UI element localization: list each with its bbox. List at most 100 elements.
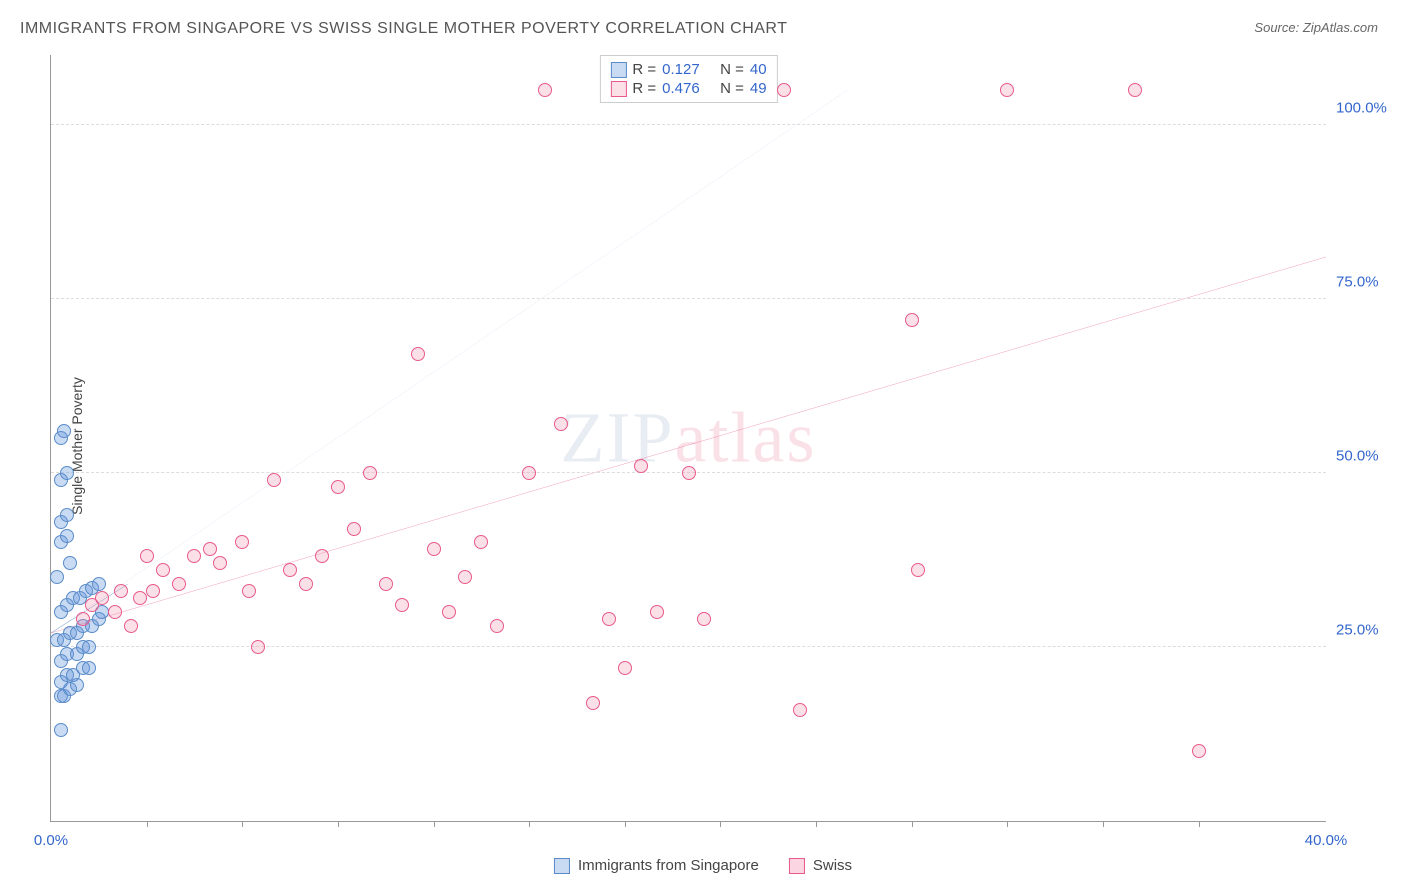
legend-row: R =0.127N =40	[610, 60, 766, 79]
data-point	[1000, 83, 1014, 97]
x-tick	[1007, 821, 1008, 827]
data-point	[133, 591, 147, 605]
watermark-atlas: atlas	[675, 398, 817, 478]
data-point	[634, 459, 648, 473]
data-point	[379, 577, 393, 591]
data-point	[82, 640, 96, 654]
data-point	[124, 619, 138, 633]
source-label: Source:	[1254, 20, 1299, 35]
r-value: 0.476	[662, 80, 714, 97]
x-tick	[434, 821, 435, 827]
data-point	[911, 563, 925, 577]
data-point	[777, 83, 791, 97]
chart-title: IMMIGRANTS FROM SINGAPORE VS SWISS SINGL…	[20, 20, 787, 38]
data-point	[650, 605, 664, 619]
data-point	[458, 570, 472, 584]
legend-row: R = 0.476 N = 49	[610, 79, 766, 98]
x-tick	[720, 821, 721, 827]
data-point	[331, 480, 345, 494]
scatter-plot: ZIPatlas R =0.127N =40R =0.476N =49 25.0…	[50, 55, 1326, 822]
y-tick-label: 25.0%	[1336, 621, 1396, 638]
legend-label: Immigrants from Singapore	[578, 857, 759, 874]
x-tick-label: 0.0%	[34, 832, 68, 849]
data-point	[95, 591, 109, 605]
x-tick	[625, 821, 626, 827]
series-legend: Immigrants from Singapore Swiss	[554, 857, 852, 874]
data-point	[395, 598, 409, 612]
trend-line	[51, 90, 848, 633]
data-point	[82, 661, 96, 675]
data-point	[538, 83, 552, 97]
n-value: 40	[750, 61, 767, 78]
legend-label: Swiss	[813, 857, 852, 874]
data-point	[63, 556, 77, 570]
x-tick	[912, 821, 913, 827]
legend-swatch	[610, 62, 626, 78]
n-value: 49	[750, 80, 767, 97]
data-point	[242, 584, 256, 598]
y-tick-label: 100.0%	[1336, 99, 1396, 116]
data-point	[92, 577, 106, 591]
data-point	[299, 577, 313, 591]
legend-item: Swiss	[789, 857, 852, 874]
data-point	[187, 549, 201, 563]
data-point	[108, 605, 122, 619]
legend-swatch	[610, 81, 626, 97]
legend-swatch	[554, 858, 570, 874]
data-point	[235, 535, 249, 549]
data-point	[60, 466, 74, 480]
data-point	[411, 347, 425, 361]
data-point	[363, 466, 377, 480]
data-point	[602, 612, 616, 626]
data-point	[57, 424, 71, 438]
data-point	[213, 556, 227, 570]
data-point	[522, 466, 536, 480]
data-point	[156, 563, 170, 577]
gridline	[51, 646, 1326, 647]
x-tick	[816, 821, 817, 827]
data-point	[114, 584, 128, 598]
data-point	[203, 542, 217, 556]
source-name: ZipAtlas.com	[1303, 20, 1378, 35]
x-tick	[1103, 821, 1104, 827]
data-point	[442, 605, 456, 619]
data-point	[793, 703, 807, 717]
data-point	[54, 723, 68, 737]
data-point	[60, 508, 74, 522]
data-point	[554, 417, 568, 431]
y-tick-label: 50.0%	[1336, 447, 1396, 464]
legend-item: Immigrants from Singapore	[554, 857, 759, 874]
n-label: N =	[720, 80, 744, 97]
r-value: 0.127	[662, 61, 714, 78]
x-tick-label: 40.0%	[1305, 832, 1348, 849]
data-point	[1192, 744, 1206, 758]
data-point	[60, 529, 74, 543]
data-point	[618, 661, 632, 675]
x-tick	[1199, 821, 1200, 827]
gridline	[51, 298, 1326, 299]
trend-line	[51, 257, 1326, 633]
data-point	[283, 563, 297, 577]
watermark-zip: ZIP	[561, 398, 675, 478]
source-attribution: Source: ZipAtlas.com	[1254, 20, 1378, 35]
data-point	[682, 466, 696, 480]
data-point	[490, 619, 504, 633]
data-point	[267, 473, 281, 487]
data-point	[905, 313, 919, 327]
gridline	[51, 124, 1326, 125]
data-point	[140, 549, 154, 563]
data-point	[1128, 83, 1142, 97]
legend-swatch	[789, 858, 805, 874]
x-tick	[338, 821, 339, 827]
data-point	[76, 612, 90, 626]
data-point	[474, 535, 488, 549]
x-tick	[529, 821, 530, 827]
data-point	[251, 640, 265, 654]
r-label: R =	[632, 80, 656, 97]
trend-lines	[51, 55, 1326, 821]
y-tick-label: 75.0%	[1336, 273, 1396, 290]
data-point	[315, 549, 329, 563]
x-tick	[242, 821, 243, 827]
data-point	[347, 522, 361, 536]
data-point	[697, 612, 711, 626]
